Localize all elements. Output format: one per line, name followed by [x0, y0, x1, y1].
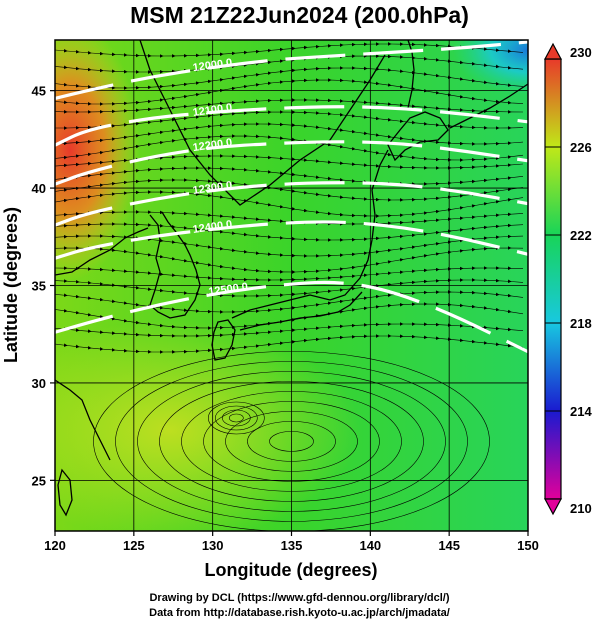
contour-label: 12100.0 [192, 102, 233, 119]
x-tick-label: 140 [359, 538, 381, 553]
x-tick-label: 130 [202, 538, 224, 553]
contour-label: 12400.0 [192, 219, 233, 236]
field-warm-south [55, 320, 360, 531]
coastline-sakhalin [407, 40, 415, 109]
streamline-eddy [229, 413, 244, 423]
height-contours: 12000.0 12100.0 12200.0 12300.0 12400.0 12500… [55, 40, 528, 354]
x-tick-label: 120 [44, 538, 66, 553]
streamline-eddy [215, 405, 258, 431]
colorbar-tick-label: 230 [570, 45, 592, 60]
y-tick-label: 45 [32, 84, 46, 99]
coastline-honshu [231, 149, 389, 319]
colorbar-body [544, 58, 562, 500]
y-tick-label: 35 [32, 279, 46, 294]
contour-line [55, 280, 528, 354]
colorbar-top-triangle [544, 42, 562, 60]
contour-label: 12300.0 [192, 180, 233, 197]
y-axis-title: Latitude (degrees) [1, 207, 21, 363]
y-axis: 25 30 35 40 45 [32, 84, 55, 488]
streamline-zonal [55, 334, 524, 354]
colorbar-tick-label: 218 [570, 316, 592, 331]
streamline-eddy [222, 409, 251, 427]
contour-label: 12500.0 [208, 281, 249, 298]
streamline-eddy [208, 401, 265, 435]
x-tick-label: 125 [123, 538, 145, 553]
colorbar-tick-label: 226 [570, 140, 592, 155]
contour-line [55, 181, 528, 227]
x-axis-title: Longitude (degrees) [204, 560, 377, 580]
chart-title: MSM 21Z22Jun2024 (200.0hPa) [130, 2, 469, 28]
colorbar-tick-label: 222 [570, 228, 592, 243]
x-axis: 120 125 130 135 140 145 150 [44, 531, 539, 553]
coastline-china [55, 227, 149, 461]
field-hot-northwest [55, 40, 140, 280]
x-tick-label: 145 [438, 538, 460, 553]
coastline-honshu-south [239, 291, 363, 331]
contour-line [55, 140, 528, 186]
credit-drawing: Drawing by DCL (https://www.gfd-dennou.o… [149, 592, 450, 604]
colorbar-ticks: 230 226 222 218 214 210 [545, 45, 592, 516]
x-tick-label: 150 [517, 538, 539, 553]
coastline-kyushu [211, 319, 236, 361]
plot-area: 12000.0 12100.0 12200.0 12300.0 12400.0 12500… [55, 40, 528, 531]
y-tick-label: 40 [32, 181, 46, 196]
credit-data: Data from http://database.rish.kyoto-u.a… [149, 607, 450, 619]
colorbar: 230 226 222 218 214 210 [544, 42, 592, 516]
colorbar-bottom-triangle [544, 498, 562, 516]
contour-line [55, 40, 528, 101]
contour-label: 12000.0 [192, 57, 233, 74]
colorbar-tick-label: 214 [570, 404, 592, 419]
y-tick-label: 30 [32, 376, 46, 391]
contour-line [55, 105, 528, 147]
y-tick-label: 25 [32, 473, 46, 488]
coastline-russia [139, 40, 386, 206]
x-tick-label: 135 [281, 538, 303, 553]
colorbar-tick-label: 210 [570, 501, 592, 516]
contour-label: 12200.0 [192, 137, 233, 154]
coastline-hokkaido [387, 111, 449, 162]
coastlines [55, 40, 528, 517]
coastline-kuril [449, 83, 528, 129]
coastline-taiwan [57, 468, 73, 517]
contour-line [55, 220, 528, 260]
coastline-korea [149, 211, 201, 319]
